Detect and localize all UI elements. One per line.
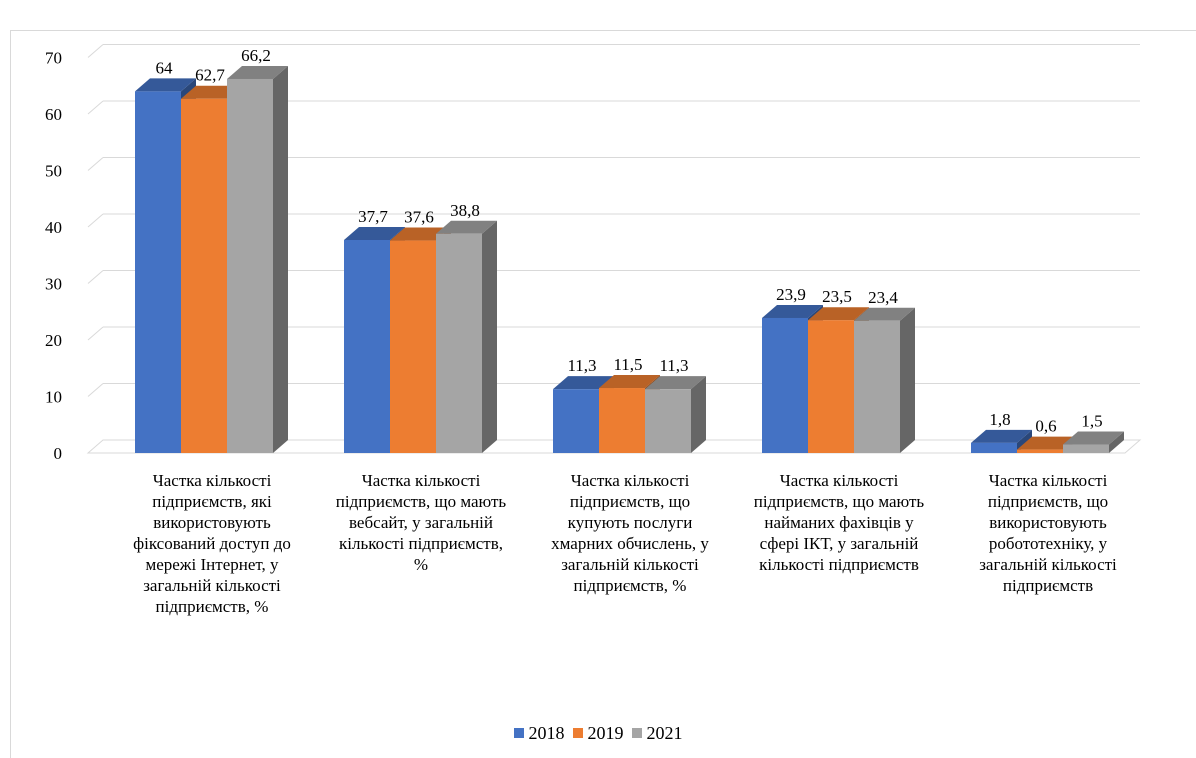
data-label: 11,3	[659, 356, 688, 375]
data-label: 66,2	[241, 46, 271, 65]
bar-top	[645, 376, 706, 390]
gridline-depth	[87, 326, 104, 341]
bar-top	[1063, 431, 1124, 445]
bar-top	[436, 220, 497, 234]
bar-top	[390, 227, 451, 241]
bar	[971, 442, 1017, 453]
bar	[599, 388, 645, 453]
bar	[808, 320, 854, 453]
data-label: 38,8	[450, 201, 480, 220]
legend-item: 2021	[631, 722, 683, 744]
bar	[1063, 444, 1109, 453]
gridline-depth	[87, 383, 104, 397]
y-tick-label: 0	[54, 444, 63, 463]
x-tick-label: Частка кількості підприємств, що мають н…	[753, 471, 925, 574]
bar-top	[344, 226, 405, 240]
data-label: 23,5	[822, 287, 852, 306]
bar-top	[971, 429, 1032, 443]
y-tick-label: 20	[45, 331, 62, 350]
legend-swatch	[631, 728, 642, 738]
bar	[135, 91, 181, 454]
bar-top	[181, 85, 242, 99]
bar-side	[273, 65, 288, 453]
bar-top	[227, 65, 288, 79]
bar	[1017, 449, 1063, 453]
bar	[344, 239, 390, 453]
legend-swatch	[513, 728, 524, 738]
y-tick-label: 50	[45, 162, 62, 181]
data-label: 37,7	[358, 207, 388, 226]
bar	[553, 389, 599, 453]
bar	[645, 389, 691, 453]
data-label: 23,4	[868, 288, 898, 307]
bar-side	[482, 220, 497, 453]
data-label: 1,5	[1081, 412, 1102, 431]
gridline-depth	[87, 44, 104, 58]
legend: 2018 2019 2021	[0, 722, 1196, 744]
data-label: 11,3	[567, 356, 596, 375]
bar-top	[135, 78, 196, 92]
gridline-depth	[87, 213, 104, 228]
data-label: 37,6	[404, 208, 434, 227]
legend-item: 2019	[572, 722, 624, 744]
y-tick-label: 60	[45, 105, 62, 124]
bar	[227, 78, 273, 453]
data-label: 11,5	[613, 355, 642, 374]
bar-side	[691, 376, 706, 453]
y-tick-label: 10	[45, 388, 62, 407]
legend-swatch	[572, 728, 583, 738]
x-tick-label: Частка кількості підприємств, що викорис…	[979, 471, 1117, 595]
data-label: 0,6	[1035, 417, 1056, 436]
bar-top	[599, 375, 660, 389]
y-tick-label: 70	[45, 49, 62, 68]
y-tick-label: 30	[45, 275, 62, 294]
bar-top	[553, 376, 614, 390]
bar-top	[762, 304, 823, 318]
data-label: 1,8	[989, 410, 1010, 429]
chart-frame	[10, 30, 1196, 758]
data-label: 62,7	[195, 66, 225, 85]
legend-label: 2021	[646, 722, 683, 743]
legend-label: 2018	[528, 722, 565, 743]
data-label: 23,9	[776, 285, 806, 304]
legend-label: 2019	[587, 722, 624, 743]
bar-side	[900, 307, 915, 453]
bar-top	[854, 307, 915, 321]
bar-top	[1017, 436, 1078, 450]
gridline-depth	[87, 100, 104, 115]
bar	[762, 317, 808, 453]
x-tick-label: Частка кількості підприємств, які викори…	[133, 471, 291, 616]
bar-top	[808, 307, 869, 321]
bar	[181, 98, 227, 454]
x-tick-label: Частка кількості підприємств, що мають в…	[335, 471, 507, 574]
bar	[436, 233, 482, 453]
y-tick-label: 40	[45, 218, 62, 237]
bar	[390, 240, 436, 453]
legend-item: 2018	[513, 722, 565, 744]
x-tick-label: Частка кількості підприємств, що купують…	[551, 471, 709, 595]
gridline-depth	[87, 270, 104, 284]
data-label: 64	[156, 58, 174, 77]
bar-side	[1109, 431, 1124, 453]
gridline-depth	[87, 157, 104, 171]
bar	[854, 320, 900, 453]
